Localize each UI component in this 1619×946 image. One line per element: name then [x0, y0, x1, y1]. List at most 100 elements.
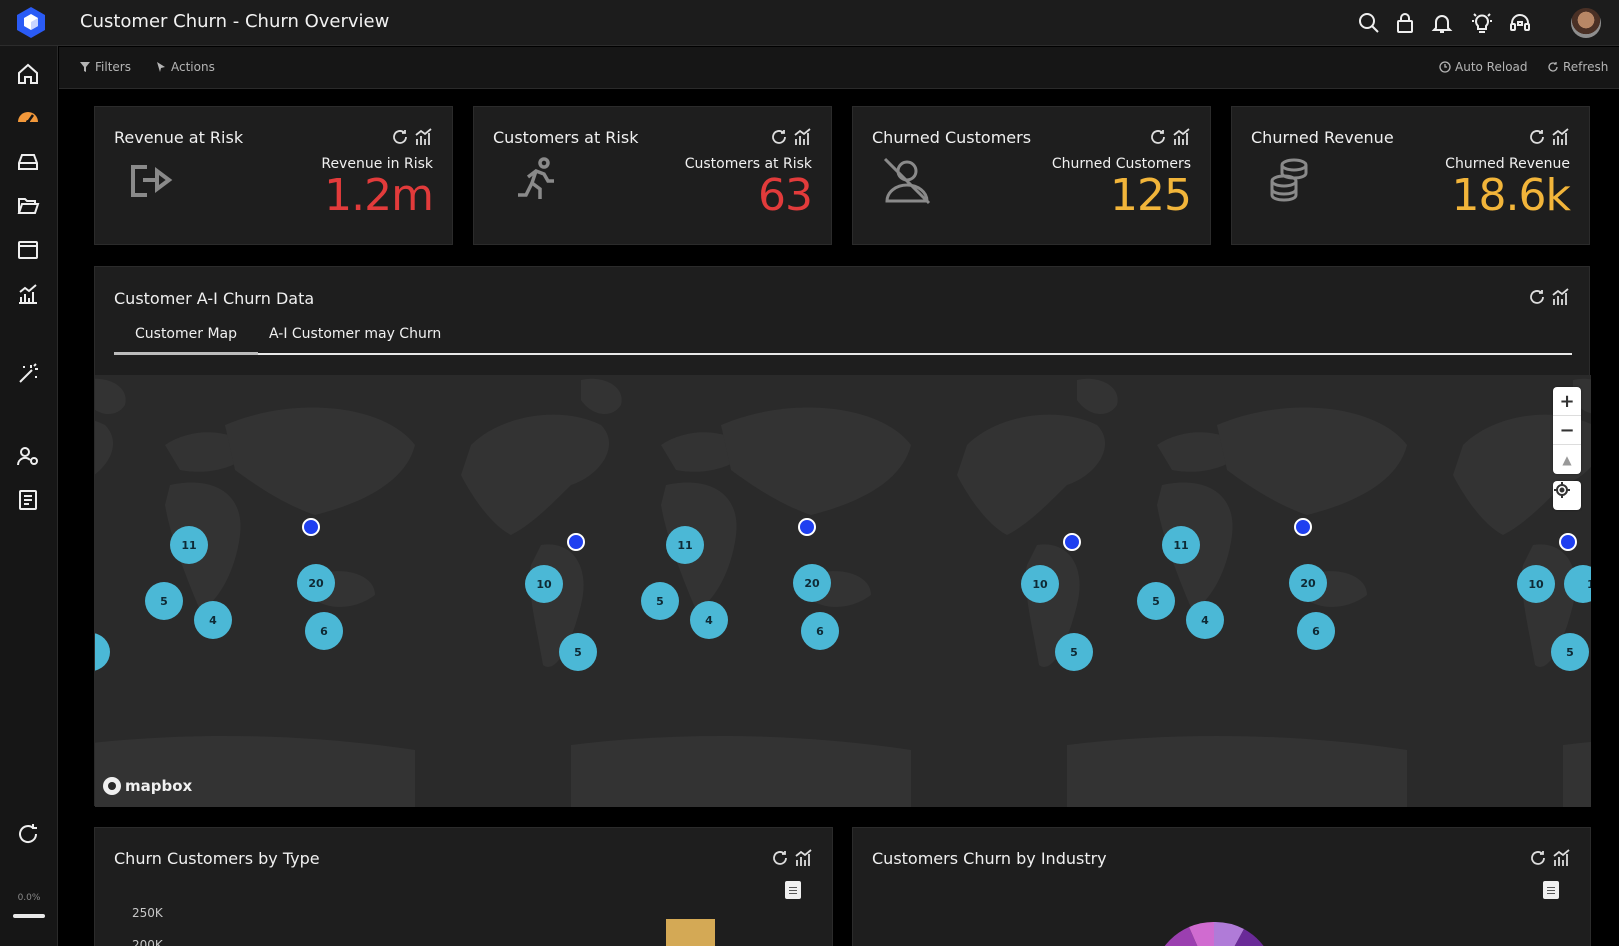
- cluster-marker[interactable]: [666, 526, 704, 564]
- customer-point[interactable]: [1294, 518, 1312, 536]
- cluster-marker[interactable]: [801, 612, 839, 650]
- actions-label: Actions: [171, 60, 215, 74]
- cluster-marker[interactable]: [793, 564, 831, 602]
- document-list-icon[interactable]: [16, 488, 40, 512]
- toolbar: Filters Actions Auto Reload Refresh: [59, 47, 1619, 89]
- cluster-marker[interactable]: [1517, 565, 1555, 603]
- customer-point[interactable]: [567, 533, 585, 551]
- search-icon[interactable]: [1357, 11, 1381, 35]
- refresh-icon[interactable]: [1528, 288, 1546, 306]
- chart-icon[interactable]: [415, 128, 433, 146]
- cluster-marker[interactable]: [1162, 526, 1200, 564]
- mapbox-logo[interactable]: mapbox: [103, 777, 192, 795]
- dashboard-gauge-icon[interactable]: [16, 106, 40, 130]
- pie-slice[interactable]: [1214, 921, 1244, 946]
- cluster-marker[interactable]: [305, 612, 343, 650]
- actions-button[interactable]: Actions: [155, 60, 215, 74]
- chart-icon[interactable]: [1553, 849, 1571, 867]
- cluster-marker[interactable]: [145, 582, 183, 620]
- customer-point[interactable]: [302, 518, 320, 536]
- chart-icon[interactable]: [1173, 128, 1191, 146]
- cluster-marker[interactable]: [95, 633, 110, 671]
- panel-title: Customer A-I Churn Data: [114, 289, 315, 308]
- cluster-marker[interactable]: [525, 565, 563, 603]
- magic-wand-icon[interactable]: [16, 362, 40, 386]
- kpi-value: 125: [1110, 170, 1192, 221]
- cluster-marker[interactable]: [194, 601, 232, 639]
- cluster-marker[interactable]: [1021, 565, 1059, 603]
- refresh-button[interactable]: Refresh: [1547, 60, 1608, 74]
- chart-icon[interactable]: [794, 128, 812, 146]
- refresh-icon[interactable]: [771, 849, 789, 867]
- chart-icon[interactable]: [795, 849, 813, 867]
- filter-icon: [80, 62, 90, 72]
- world-copy: [957, 378, 1407, 807]
- auto-reload-button[interactable]: Auto Reload: [1439, 60, 1528, 74]
- refresh-icon[interactable]: [770, 128, 788, 146]
- cluster-marker[interactable]: [1289, 564, 1327, 602]
- card-tools: [770, 128, 812, 146]
- cluster-marker[interactable]: [559, 633, 597, 671]
- world-map[interactable]: 11 5 4 20 6 10 5 11 5 4 20 6 10 5 11 5 4 20 6 10 5 10 + − ▲ m…: [95, 375, 1591, 807]
- chart-icon[interactable]: [1552, 128, 1570, 146]
- map-canvas[interactable]: 11 5 4 20 6 10 5 11 5 4 20 6 10 5 11 5 4 20 6 10 5 10: [95, 375, 1591, 807]
- cluster-marker[interactable]: [1137, 582, 1175, 620]
- reload-icon[interactable]: [16, 822, 40, 846]
- chart-bar[interactable]: [666, 919, 715, 946]
- avatar[interactable]: [1571, 8, 1601, 38]
- progress-label: 0.0%: [17, 893, 41, 903]
- tab-ai-customer-may-churn[interactable]: A-I Customer may Churn: [269, 326, 442, 342]
- cluster-count: 11: [1173, 539, 1188, 552]
- chart-menu-icon[interactable]: [1543, 881, 1559, 899]
- compass-button[interactable]: ▲: [1562, 452, 1572, 467]
- folder-open-icon[interactable]: [16, 194, 40, 218]
- cluster-marker[interactable]: [1551, 633, 1589, 671]
- geolocate-button[interactable]: [1553, 481, 1581, 510]
- filters-button[interactable]: Filters: [79, 60, 131, 74]
- pie-slice[interactable]: [1157, 927, 1214, 946]
- cluster-marker[interactable]: [1564, 565, 1591, 603]
- landmass: [1067, 735, 1407, 807]
- cluster-marker[interactable]: [1055, 633, 1093, 671]
- landmass: [461, 414, 610, 535]
- customer-point[interactable]: [798, 518, 816, 536]
- analytics-chart-icon[interactable]: [16, 282, 40, 306]
- refresh-icon[interactable]: [1149, 128, 1167, 146]
- pie-slice[interactable]: [1214, 929, 1271, 946]
- auto-reload-label: Auto Reload: [1455, 60, 1528, 74]
- cluster-count: 6: [816, 625, 824, 638]
- chart-icon[interactable]: [1552, 288, 1570, 306]
- kpi-card-churned-customers: Churned Customers Churned Customers 125: [852, 106, 1211, 245]
- cluster-count: 20: [308, 577, 324, 590]
- bell-icon[interactable]: [1430, 11, 1454, 35]
- landmass: [225, 407, 415, 515]
- cluster-marker[interactable]: [1297, 612, 1335, 650]
- lightbulb-icon[interactable]: [1470, 11, 1494, 35]
- zoom-out-button[interactable]: −: [1553, 416, 1581, 445]
- refresh-icon[interactable]: [1528, 128, 1546, 146]
- landmass: [957, 414, 1106, 535]
- chart-menu-icon[interactable]: [785, 881, 801, 899]
- cluster-marker[interactable]: [297, 564, 335, 602]
- top-bar: Customer Churn - Churn Overview: [0, 0, 1619, 46]
- support-icon[interactable]: [1508, 11, 1532, 35]
- customer-point[interactable]: [1559, 533, 1577, 551]
- refresh-icon[interactable]: [391, 128, 409, 146]
- cluster-marker[interactable]: [690, 601, 728, 639]
- app-logo-icon[interactable]: [14, 5, 48, 39]
- window-icon[interactable]: [16, 238, 40, 262]
- coins-stack-icon: [1270, 158, 1308, 202]
- cluster-marker[interactable]: [170, 526, 208, 564]
- home-icon[interactable]: [16, 62, 40, 86]
- refresh-icon[interactable]: [1529, 849, 1547, 867]
- user-settings-icon[interactable]: [16, 444, 40, 468]
- inbox-icon[interactable]: [16, 150, 40, 174]
- customer-point[interactable]: [1063, 533, 1081, 551]
- lock-icon[interactable]: [1393, 11, 1417, 35]
- pie-slice[interactable]: [1189, 921, 1214, 946]
- pie-chart[interactable]: [1149, 919, 1279, 946]
- tab-customer-map[interactable]: Customer Map: [114, 321, 258, 355]
- zoom-in-button[interactable]: +: [1553, 387, 1581, 416]
- cluster-marker[interactable]: [641, 582, 679, 620]
- cluster-marker[interactable]: [1186, 601, 1224, 639]
